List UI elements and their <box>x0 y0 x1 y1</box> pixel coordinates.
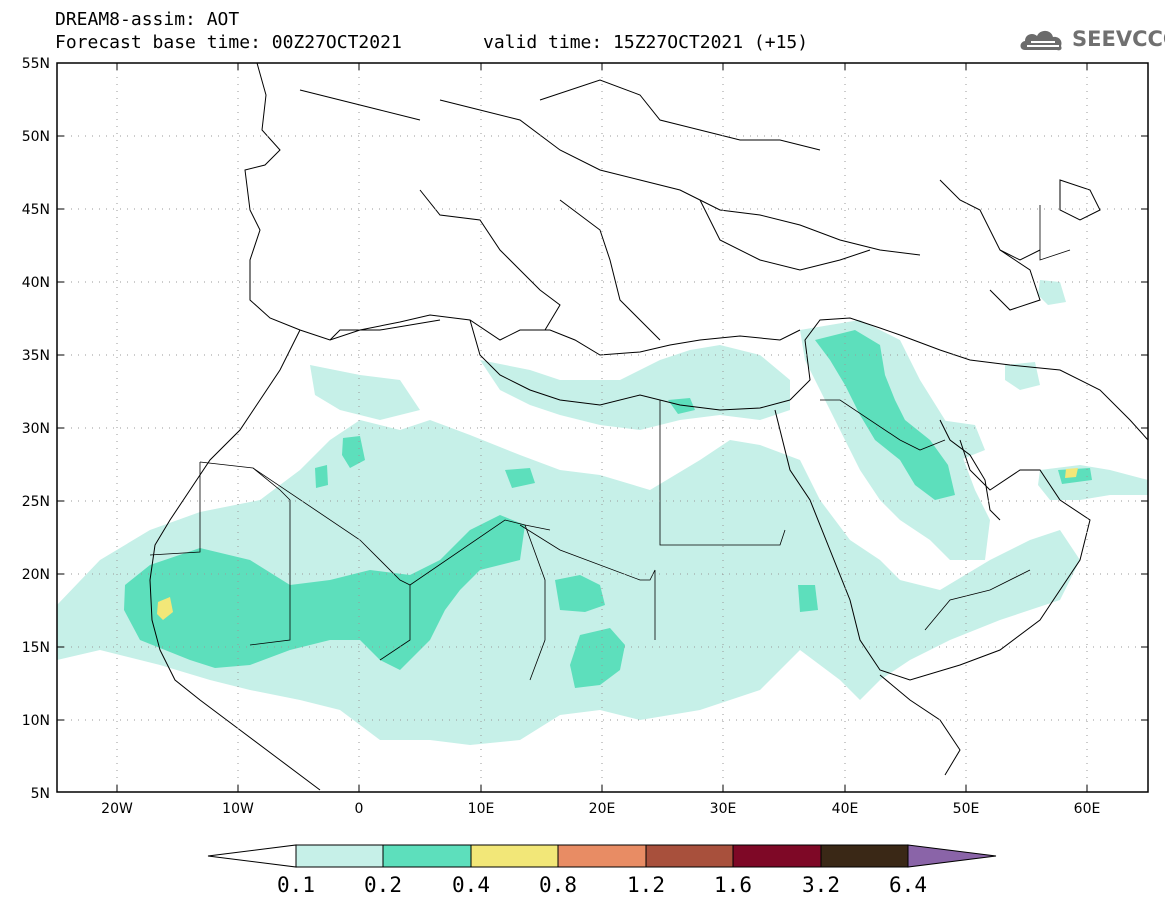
lon-label-30e: 30E <box>710 801 737 817</box>
colorbar-segment <box>645 844 734 868</box>
colorbar-under-arrow <box>207 844 297 868</box>
lon-label-0: 0 <box>355 801 364 817</box>
colorbar-label: 1.6 <box>714 873 752 897</box>
colorbar-label: 0.2 <box>364 873 402 897</box>
axis-ticks <box>57 62 1148 792</box>
colorbar-segment <box>557 844 647 868</box>
lon-label-20e: 20E <box>589 801 616 817</box>
lat-label-45n: 45N <box>22 202 50 218</box>
lon-label-50e: 50E <box>953 801 980 817</box>
lat-label-55n: 55N <box>22 56 50 72</box>
lat-lon-grid <box>57 63 1148 792</box>
map-title: DREAM8-assim: AOT <box>55 9 240 30</box>
colorbar-segment <box>732 844 822 868</box>
lat-label-30n: 30N <box>22 421 50 437</box>
colorbar-segment <box>470 844 559 868</box>
colorbar-segment <box>820 844 909 868</box>
lat-tick-labels: 55N 50N 45N 40N 35N 30N 25N 20N 15N 10N … <box>22 56 50 802</box>
lon-label-10w: 10W <box>222 801 254 817</box>
lon-label-60e: 60E <box>1074 801 1101 817</box>
valid-time: valid time: 15Z27OCT2021 (+15) <box>483 32 809 53</box>
colorbar-segment <box>295 844 384 868</box>
lat-label-35n: 35N <box>22 348 50 364</box>
colorbar-label: 0.4 <box>452 873 490 897</box>
colorbar: 0.1 0.2 0.4 0.8 1.2 1.6 3.2 6.4 <box>207 844 997 897</box>
colorbar-segment <box>382 844 472 868</box>
cloud-icon <box>1020 30 1062 51</box>
lon-label-40e: 40E <box>832 801 859 817</box>
country-borders <box>149 205 1071 681</box>
forecast-base-time: Forecast base time: 00Z27OCT2021 <box>55 32 402 53</box>
aot-shading <box>57 280 1148 745</box>
lat-label-5n: 5N <box>31 786 50 802</box>
coastlines <box>149 63 1148 791</box>
colorbar-label: 1.2 <box>627 873 665 897</box>
colorbar-label: 3.2 <box>802 873 840 897</box>
lat-label-10n: 10N <box>22 713 50 729</box>
colorbar-label: 0.8 <box>539 873 577 897</box>
lat-label-50n: 50N <box>22 129 50 145</box>
seevccc-logo: SEEVCCC <box>1072 27 1165 51</box>
lon-label-20w: 20W <box>101 801 133 817</box>
colorbar-over-arrow <box>907 844 997 868</box>
lat-label-40n: 40N <box>22 275 50 291</box>
lat-label-25n: 25N <box>22 494 50 510</box>
colorbar-label: 0.1 <box>277 873 315 897</box>
lon-tick-labels: 20W 10W 0 10E 20E 30E 40E 50E 60E <box>101 801 1100 817</box>
colorbar-label: 6.4 <box>889 873 927 897</box>
lon-label-10e: 10E <box>468 801 495 817</box>
lat-label-20n: 20N <box>22 567 50 583</box>
lat-label-15n: 15N <box>22 640 50 656</box>
